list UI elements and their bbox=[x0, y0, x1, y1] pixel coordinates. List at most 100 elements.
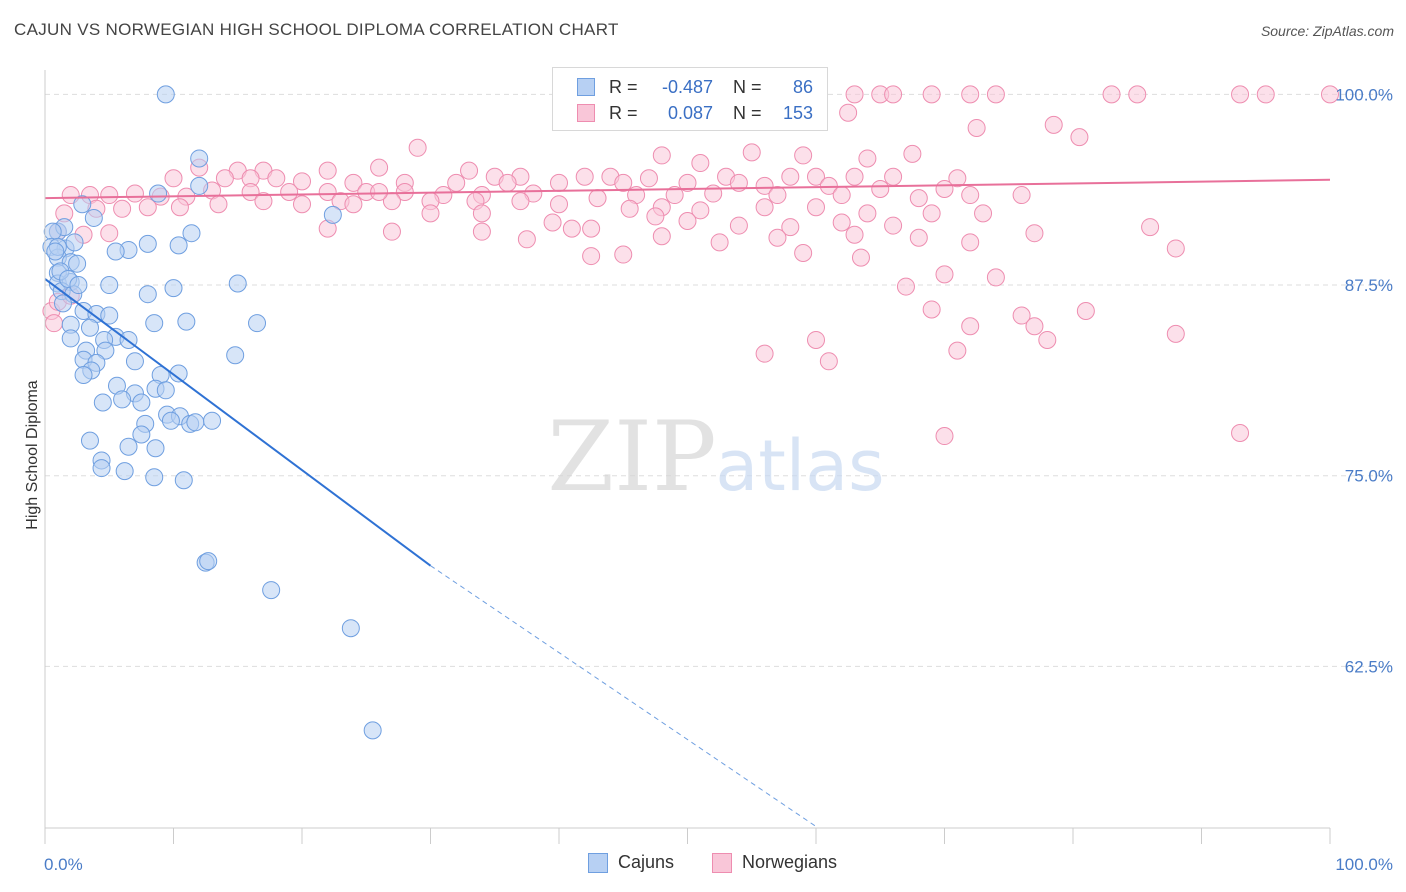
point-norwegians bbox=[344, 195, 363, 214]
y-tick-label: 87.5% bbox=[1345, 276, 1393, 295]
point-norwegians bbox=[170, 198, 189, 217]
legend-item-norwegians[interactable]: Norwegians bbox=[712, 852, 837, 873]
point-norwegians bbox=[293, 195, 311, 214]
point-norwegians bbox=[215, 169, 234, 188]
point-norwegians bbox=[729, 173, 748, 192]
point-norwegians bbox=[909, 189, 928, 208]
point-cajuns bbox=[226, 346, 245, 365]
point-norwegians bbox=[1070, 128, 1089, 147]
point-norwegians bbox=[935, 427, 954, 446]
point-norwegians bbox=[807, 330, 825, 349]
point-norwegians bbox=[884, 167, 903, 186]
point-norwegians bbox=[614, 245, 633, 264]
point-cajuns bbox=[169, 236, 188, 255]
point-cajuns bbox=[323, 205, 342, 224]
point-norwegians bbox=[472, 222, 491, 241]
n-label: N = bbox=[733, 76, 762, 97]
point-cajuns bbox=[100, 306, 119, 325]
point-norwegians bbox=[851, 248, 870, 267]
point-norwegians bbox=[691, 154, 710, 173]
n-label: N = bbox=[733, 102, 762, 123]
point-cajuns bbox=[46, 242, 65, 261]
point-norwegians bbox=[794, 244, 813, 263]
point-norwegians bbox=[209, 195, 228, 214]
point-norwegians bbox=[922, 300, 941, 319]
point-cajuns bbox=[138, 234, 157, 253]
point-norwegians bbox=[639, 169, 658, 188]
point-norwegians bbox=[1012, 306, 1031, 325]
point-norwegians bbox=[562, 219, 581, 238]
point-norwegians bbox=[858, 204, 877, 223]
point-norwegians bbox=[961, 85, 980, 104]
point-norwegians bbox=[100, 186, 119, 205]
trend-line-cajuns bbox=[44, 278, 432, 567]
point-norwegians bbox=[138, 198, 157, 217]
point-norwegians bbox=[1231, 423, 1250, 442]
point-norwegians bbox=[1256, 85, 1275, 104]
point-cajuns bbox=[146, 439, 165, 458]
point-norwegians bbox=[871, 179, 890, 198]
point-cajuns bbox=[199, 552, 218, 571]
point-norwegians bbox=[986, 268, 1005, 287]
legend-label-cajuns: Cajuns bbox=[618, 852, 675, 872]
series-legend: Cajuns Norwegians bbox=[0, 852, 1406, 878]
point-norwegians bbox=[935, 265, 954, 284]
point-cajuns bbox=[161, 411, 180, 430]
legend-swatch-cajuns bbox=[577, 78, 595, 96]
point-norwegians bbox=[768, 228, 787, 247]
point-norwegians bbox=[460, 161, 479, 180]
point-cajuns bbox=[228, 274, 247, 293]
point-norwegians bbox=[974, 204, 993, 223]
point-cajuns bbox=[80, 318, 99, 337]
point-cajuns bbox=[156, 381, 175, 400]
point-norwegians bbox=[948, 341, 967, 360]
point-norwegians bbox=[665, 186, 684, 205]
legend-item-cajuns[interactable]: Cajuns bbox=[588, 852, 674, 873]
point-cajuns bbox=[190, 176, 209, 195]
point-cajuns bbox=[92, 459, 111, 478]
point-norwegians bbox=[318, 161, 337, 180]
point-cajuns bbox=[182, 224, 201, 243]
point-cajuns bbox=[186, 413, 205, 432]
point-norwegians bbox=[344, 173, 363, 192]
point-norwegians bbox=[691, 201, 710, 220]
point-norwegians bbox=[832, 186, 851, 205]
point-cajuns bbox=[61, 329, 80, 348]
point-cajuns bbox=[93, 393, 112, 412]
point-norwegians bbox=[1025, 224, 1044, 243]
point-norwegians bbox=[620, 199, 639, 218]
point-cajuns bbox=[149, 184, 168, 203]
point-norwegians bbox=[678, 173, 697, 192]
point-norwegians bbox=[1321, 85, 1339, 104]
y-tick-label: 75.0% bbox=[1345, 467, 1393, 486]
point-norwegians bbox=[267, 169, 286, 188]
point-cajuns bbox=[262, 581, 281, 600]
point-norwegians bbox=[447, 173, 466, 192]
point-norwegians bbox=[819, 352, 838, 371]
point-norwegians bbox=[967, 118, 986, 137]
point-cajuns bbox=[84, 208, 103, 227]
point-norwegians bbox=[832, 213, 851, 232]
point-norwegians bbox=[858, 149, 877, 168]
point-norwegians bbox=[318, 183, 337, 202]
point-norwegians bbox=[550, 195, 568, 214]
point-norwegians bbox=[1044, 115, 1063, 134]
point-norwegians bbox=[710, 233, 729, 252]
y-tick-label: 100.0% bbox=[1335, 85, 1393, 104]
point-norwegians bbox=[903, 144, 922, 163]
r-value: -0.487 bbox=[661, 76, 713, 97]
point-cajuns bbox=[115, 462, 134, 481]
point-norwegians bbox=[839, 103, 858, 122]
point-norwegians bbox=[408, 138, 427, 157]
point-norwegians bbox=[755, 344, 774, 363]
watermark-atlas: atlas bbox=[715, 425, 884, 507]
point-norwegians bbox=[652, 227, 671, 246]
point-norwegians bbox=[588, 189, 607, 208]
point-norwegians bbox=[421, 204, 440, 223]
point-norwegians bbox=[961, 233, 980, 252]
point-norwegians bbox=[1166, 239, 1185, 258]
legend-label-norwegians: Norwegians bbox=[742, 852, 838, 872]
legend-swatch-norwegians bbox=[712, 852, 732, 873]
point-norwegians bbox=[935, 179, 954, 198]
point-cajuns bbox=[363, 721, 382, 740]
